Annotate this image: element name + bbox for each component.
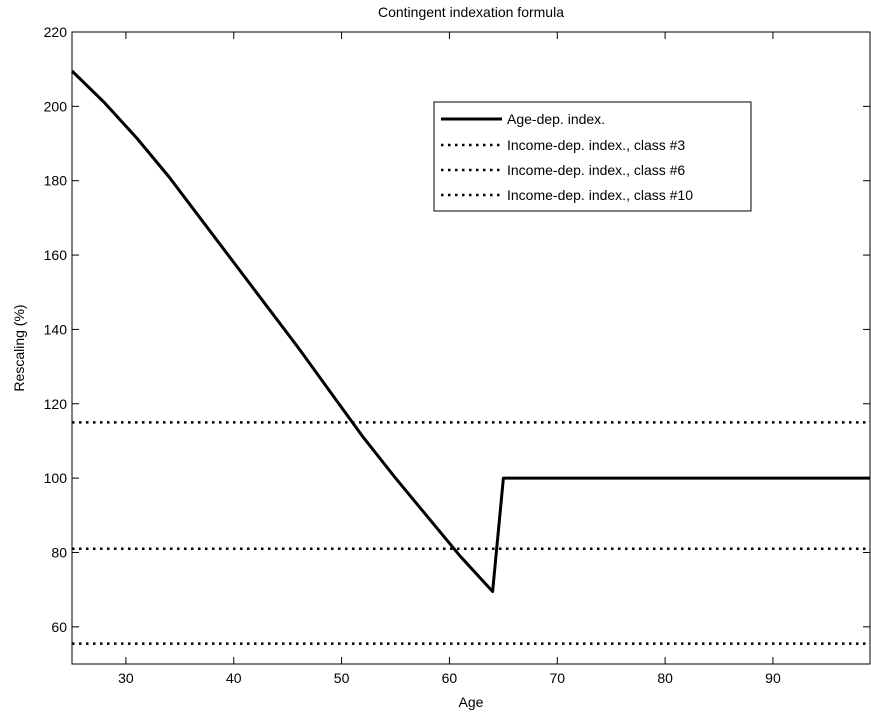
y-tick-label: 120 [44,396,68,412]
legend: Age-dep. index. Income-dep. index., clas… [433,101,752,212]
y-tick-label: 220 [44,24,68,40]
x-axis-ticks: 30 40 50 60 70 80 90 [118,32,781,686]
chart-title: Contingent indexation formula [378,4,564,20]
y-axis-label: Rescaling (%) [11,304,27,391]
x-axis-label: Age [459,694,484,710]
x-tick-label: 30 [118,670,134,686]
x-tick-label: 50 [334,670,350,686]
y-tick-label: 200 [44,98,68,114]
y-tick-label: 160 [44,247,68,263]
x-tick-label: 80 [657,670,673,686]
x-tick-label: 60 [442,670,458,686]
y-tick-label: 80 [51,544,67,560]
x-tick-label: 70 [549,670,565,686]
legend-label-age-dep: Age-dep. index. [507,111,605,127]
y-tick-label: 140 [44,321,68,337]
y-axis-ticks: 60 80 100 120 140 160 180 200 220 [44,24,870,635]
y-tick-label: 100 [44,470,68,486]
legend-label-class-10: Income-dep. index., class #10 [507,187,693,203]
y-tick-label: 60 [51,619,67,635]
series-layer [70,69,870,645]
series-line-0 [70,69,870,593]
legend-label-class-3: Income-dep. index., class #3 [507,137,685,153]
x-tick-label: 40 [226,670,242,686]
y-tick-label: 180 [44,173,68,189]
legend-label-class-6: Income-dep. index., class #6 [507,162,685,178]
x-tick-label: 90 [765,670,781,686]
